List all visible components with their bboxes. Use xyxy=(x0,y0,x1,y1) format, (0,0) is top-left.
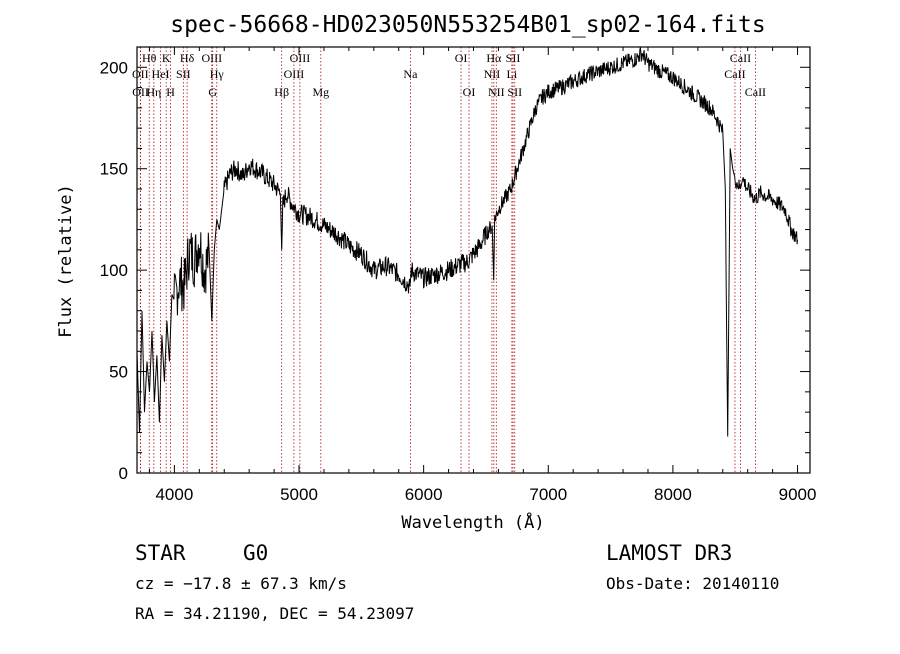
y-tick-label-50: 50 xyxy=(109,363,128,382)
line-marker-label-17: OI xyxy=(455,51,468,65)
chart-title: spec-56668-HD023050N553254B01_sp02-164.f… xyxy=(170,12,765,38)
line-marker-label-8: Hδ xyxy=(180,51,195,65)
x-tick-label-4000: 4000 xyxy=(155,485,193,504)
x-axis-label: Wavelength (Å) xyxy=(401,511,544,533)
spectrum-line xyxy=(136,47,798,437)
line-marker-label-3: Hη xyxy=(146,85,161,99)
line-marker-label-7: SII xyxy=(176,67,191,81)
x-tick-label-8000: 8000 xyxy=(654,485,692,504)
line-marker-label-13: OIII xyxy=(284,67,305,81)
y-tick-label-0: 0 xyxy=(119,464,128,483)
y-tick-label-150: 150 xyxy=(100,160,128,179)
line-marker-label-15: Mg xyxy=(312,85,329,99)
x-tick-label-5000: 5000 xyxy=(280,485,318,504)
y-tick-label-200: 200 xyxy=(100,58,128,77)
line-marker-label-11: G xyxy=(208,85,217,99)
x-tick-label-9000: 9000 xyxy=(779,485,817,504)
line-marker-label-6: H xyxy=(166,85,175,99)
x-tick-label-6000: 6000 xyxy=(405,485,443,504)
line-marker-label-18: OI xyxy=(463,85,476,99)
line-marker-label-9: OIII xyxy=(201,51,222,65)
line-marker-label-5: K xyxy=(162,51,171,65)
tick-layer: 4000 5000 6000 7000 8000 9000 0 50 100 150 200 xyxy=(100,47,817,504)
y-tick-label-100: 100 xyxy=(100,261,128,280)
line-marker-label-23: Li xyxy=(507,67,518,81)
line-marker-label-26: CaII xyxy=(730,51,751,65)
line-marker-label-24: SII xyxy=(507,85,522,99)
line-marker-label-0: Hθ xyxy=(142,51,157,65)
line-marker-label-21: NII xyxy=(488,85,505,99)
line-marker-label-10: Hγ xyxy=(210,67,225,81)
line-marker-label-14: OIII xyxy=(290,51,311,65)
line-marker-label-12: Hβ xyxy=(274,85,289,99)
line-marker-label-4: HeI xyxy=(152,67,170,81)
line-marker-label-20: NII xyxy=(484,67,501,81)
line-marker-label-22: SII xyxy=(506,51,521,65)
line-marker-label-16: Na xyxy=(403,67,418,81)
line-marker-label-1: OII xyxy=(132,67,149,81)
line-marker-label-19: Hα xyxy=(486,51,502,65)
y-axis-label: Flux (relative) xyxy=(56,184,76,338)
line-marker-label-27: CaII xyxy=(745,85,766,99)
x-tick-label-7000: 7000 xyxy=(529,485,567,504)
line-marker-label-25: CaII xyxy=(724,67,745,81)
